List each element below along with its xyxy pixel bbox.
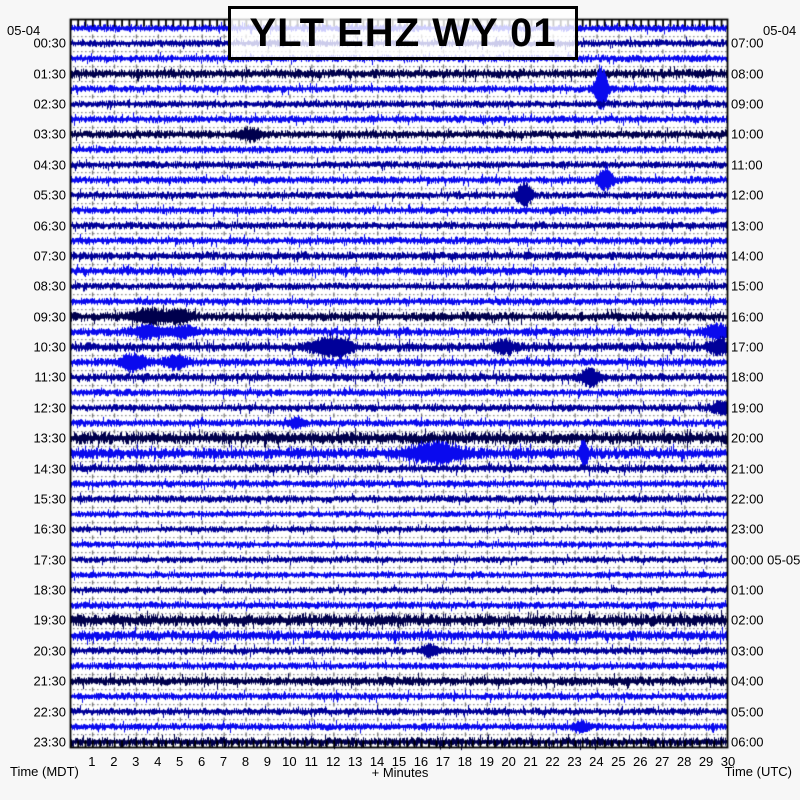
minute-label: 23 (567, 754, 582, 769)
minute-label: 14 (369, 754, 385, 769)
axis-caption-utc: Time (UTC) (724, 764, 792, 779)
minute-label: 26 (633, 754, 648, 769)
mdt-label: 09:30 (33, 309, 66, 325)
mdt-label: 06:30 (33, 218, 66, 234)
mdt-label: 03:30 (33, 126, 66, 142)
station-title-box: YLT EHZ WY 01 (228, 6, 578, 60)
utc-label: 17:00 (731, 339, 764, 355)
minute-label: 13 (347, 754, 363, 769)
utc-label: 02:00 (731, 612, 764, 628)
minute-label: 30 (720, 754, 736, 769)
mdt-label: 01:30 (33, 66, 66, 82)
minute-label: 22 (545, 754, 560, 769)
utc-label: 22:00 (731, 491, 764, 507)
minute-label: 24 (589, 754, 604, 769)
minute-label: 12 (325, 754, 341, 769)
minute-label: 3 (132, 754, 140, 769)
utc-label: 03:00 (731, 643, 764, 659)
axis-caption-mdt: Time (MDT) (10, 764, 79, 779)
mdt-label: 12:30 (33, 400, 66, 416)
minute-label: 18 (457, 754, 473, 769)
mdt-label: 04:30 (33, 157, 66, 173)
utc-label: 23:00 (731, 521, 764, 537)
utc-label: 06:00 (731, 734, 764, 750)
utc-label: 01:00 (731, 582, 764, 598)
minute-label: 20 (501, 754, 516, 769)
station-title: YLT EHZ WY 01 (249, 11, 557, 55)
mdt-label: 20:30 (33, 643, 66, 659)
utc-label: 07:00 (731, 35, 764, 51)
mdt-label: 15:30 (33, 491, 66, 507)
utc-label: 08:00 (731, 66, 764, 82)
utc-label: 11:00 (731, 157, 763, 173)
utc-label: 05:00 (731, 704, 764, 720)
minute-label: 1 (88, 754, 96, 769)
mdt-label: 23:30 (33, 734, 66, 750)
mdt-label: 22:30 (33, 704, 66, 720)
utc-label: 21:00 (731, 461, 764, 477)
minute-label: 5 (176, 754, 184, 769)
minute-label: 27 (654, 754, 670, 769)
mdt-label: 11:30 (34, 369, 66, 385)
mdt-label: 19:30 (33, 612, 66, 628)
minute-label: 28 (676, 754, 692, 769)
utc-label: 15:00 (731, 278, 764, 294)
minute-label: 11 (304, 754, 319, 769)
mdt-label: 14:30 (33, 461, 66, 477)
utc-label: 13:00 (731, 218, 764, 234)
minute-label: 21 (523, 754, 538, 769)
date-label-right: 05-04 (763, 23, 797, 38)
utc-label: 18:00 (731, 369, 764, 385)
minute-label: 8 (241, 754, 250, 769)
utc-label: 00:00 05-05 (731, 552, 800, 568)
utc-label: 20:00 (731, 430, 764, 446)
mdt-label: 18:30 (33, 582, 66, 598)
utc-label: 19:00 (731, 400, 764, 416)
utc-label: 12:00 (731, 187, 764, 203)
minute-label: 19 (479, 754, 494, 769)
utc-label: 16:00 (731, 309, 764, 325)
minute-label: 15 (391, 754, 407, 769)
minute-label: 4 (154, 754, 162, 769)
date-label-left: 05-04 (7, 23, 41, 38)
mdt-label: 16:30 (33, 521, 66, 537)
mdt-label: 17:30 (33, 552, 66, 568)
minute-label: 10 (282, 754, 297, 769)
minute-label: 2 (110, 754, 118, 769)
utc-label: 04:00 (731, 673, 764, 689)
axis-caption-minutes: + Minutes (371, 765, 429, 780)
minute-label: 29 (698, 754, 714, 769)
mdt-label: 21:30 (33, 673, 66, 689)
mdt-label: 02:30 (33, 96, 66, 112)
minute-label: 6 (197, 754, 206, 769)
minute-label: 9 (263, 754, 272, 769)
mdt-label: 10:30 (33, 339, 66, 355)
mdt-label: 05:30 (33, 187, 66, 203)
utc-label: 09:00 (731, 96, 764, 112)
mdt-label: 07:30 (33, 248, 66, 264)
minute-label: 17 (435, 754, 451, 769)
mdt-label: 13:30 (33, 430, 66, 446)
utc-label: 14:00 (731, 248, 764, 264)
minute-label: 25 (611, 754, 626, 769)
minute-label: 7 (219, 754, 228, 769)
mdt-label: 00:30 (33, 35, 66, 51)
mdt-label: 08:30 (33, 278, 66, 294)
minute-label: 16 (413, 754, 429, 769)
utc-label: 10:00 (731, 126, 764, 142)
